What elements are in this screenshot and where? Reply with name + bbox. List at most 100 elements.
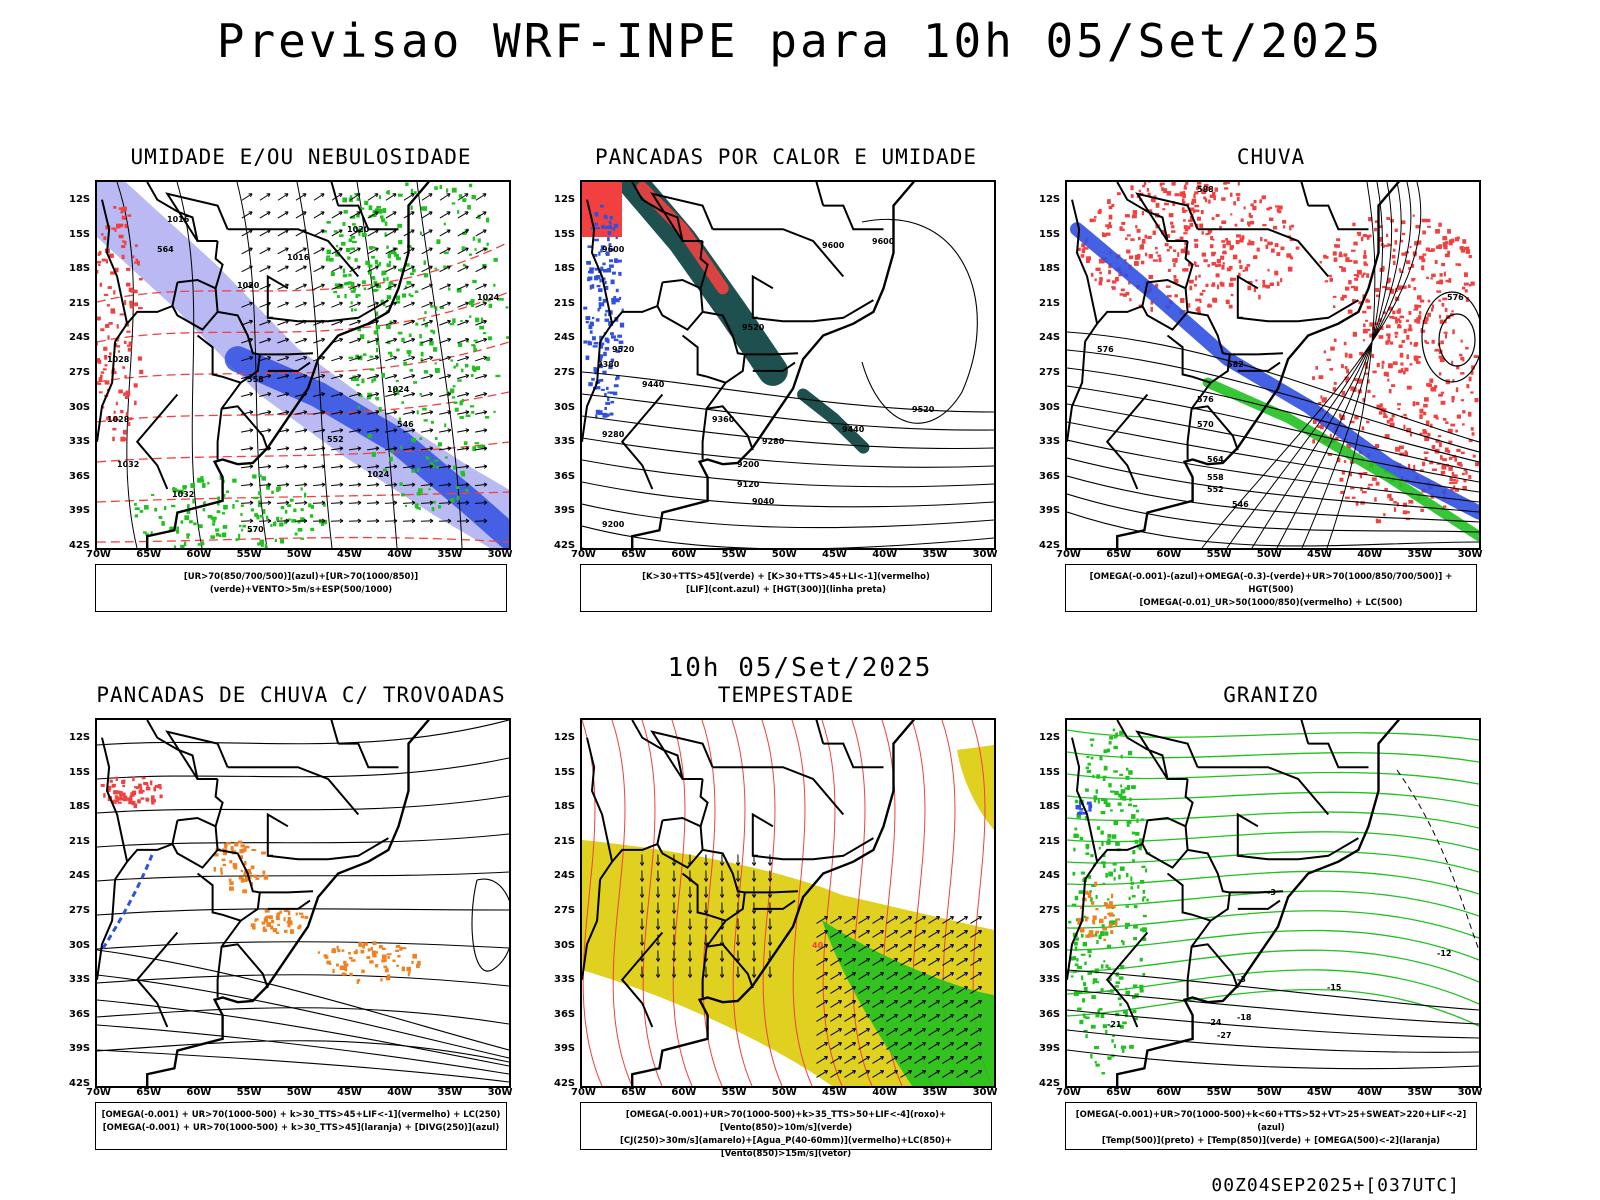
- longitude-label: 55W: [236, 549, 262, 560]
- map-borders: [97, 182, 430, 548]
- longitude-label: 50W: [771, 549, 797, 560]
- latitude-label: 15S: [69, 766, 91, 778]
- map-svg: [97, 720, 509, 1086]
- panel-title: PANCADAS POR CALOR E UMIDADE: [594, 145, 977, 169]
- longitude-label: 70W: [1056, 1087, 1081, 1098]
- divergence-contour: [100, 854, 154, 951]
- contour-label: 9520: [912, 405, 935, 414]
- map-panel: PANCADAS POR CALOR E UMIDADE 9600 9600 9600…: [538, 145, 1038, 615]
- panel-title: PANCADAS DE CHUVA C/ TROVOADAS: [96, 683, 506, 707]
- map-canvas: 588 582 576 576 570 564 558 552 546 576: [1065, 180, 1481, 550]
- map-svg: -3-12-15-18-21 -24-27-3: [1067, 720, 1479, 1086]
- latitude-label: 24S: [69, 332, 91, 344]
- lc250-streamlines: [97, 720, 509, 1063]
- contour-label: 576: [1097, 345, 1114, 354]
- contour-label: 1032: [172, 490, 194, 499]
- longitude-label: 45W: [822, 1087, 847, 1098]
- latitude-label: 18S: [69, 263, 91, 275]
- latitude-label: 12S: [554, 732, 576, 743]
- latitude-label: 36S: [554, 1008, 576, 1020]
- longitude-label: 60W: [1156, 549, 1182, 560]
- longitude-label: 40W: [872, 549, 898, 560]
- latitude-label: 12S: [554, 194, 576, 205]
- longitude-label: 30W: [972, 549, 998, 560]
- latitude-label: 21S: [1039, 835, 1061, 847]
- latitude-label: 18S: [69, 801, 91, 813]
- page-title: Previsao WRF-INPE para 10h 05/Set/2025: [216, 14, 1384, 68]
- k-tts-tail: [797, 388, 870, 454]
- latitude-label: 27S: [554, 905, 576, 916]
- contour-label: 1020: [237, 281, 260, 290]
- panel-legend: [OMEGA(-0.001) + UR>70(1000-500) + k>30_…: [95, 1102, 507, 1150]
- panel-title: TEMPESTADE: [717, 683, 855, 707]
- contour-label: 582: [1227, 360, 1244, 369]
- contour-label: 9200: [737, 460, 760, 469]
- longitude-label: 65W: [621, 549, 647, 560]
- map-canvas: -3 -12 -15 -18 -21 -24 -27 -3: [1065, 718, 1481, 1088]
- latitude-label: 12S: [1039, 732, 1061, 743]
- map-svg: 1016 1016 1020 1020 1024 1024 1024 1028 1028 1032…: [97, 182, 509, 548]
- contour-label: 576: [1197, 395, 1214, 404]
- contour-label: 546: [397, 420, 414, 429]
- latitude-label: 42S: [69, 1078, 91, 1089]
- longitude-label: 50W: [286, 549, 312, 560]
- longitude-label: 35W: [1407, 549, 1433, 560]
- map-canvas: 1016 1016 1020 1020 1024 1024 1024 1028 1028 1032…: [95, 180, 511, 550]
- map-canvas: [95, 718, 511, 1088]
- contour-label: 1020: [347, 225, 370, 234]
- contour-label: 9440: [842, 425, 865, 434]
- latitude-label: 39S: [69, 505, 91, 517]
- latitude-label: 21S: [554, 297, 576, 309]
- latitude-label: 36S: [1039, 1008, 1061, 1020]
- legend-line: [K>30+TTS>45](verde) + [K>30+TTS>45+LI<-…: [642, 572, 930, 582]
- contour-label: 40: [812, 941, 824, 950]
- longitude-label: 35W: [437, 1087, 463, 1098]
- contour-label: 564: [157, 245, 174, 254]
- contour-label: 1032: [117, 460, 139, 469]
- longitude-label: 30W: [1457, 549, 1483, 560]
- jet-yellow-area-ne: [957, 745, 994, 830]
- latitude-label: 21S: [69, 297, 91, 309]
- longitude-label: 35W: [437, 549, 463, 560]
- longitude-label: 60W: [671, 1087, 697, 1098]
- orange-cells-3: [317, 941, 421, 984]
- map-svg: 9600 9600 9600 9520 9520 9520 9440 9440 9380 9360…: [582, 182, 994, 548]
- legend-line: [LIF](cont.azul) + [HGT(300)](linha pret…: [685, 585, 887, 595]
- latitude-label: 12S: [69, 732, 91, 743]
- panel-legend: [OMEGA(-0.001)-(azul)+OMEGA(-0.3)-(verde…: [1065, 564, 1477, 612]
- longitude-label: 65W: [621, 1087, 647, 1098]
- latitude-label: 36S: [554, 470, 576, 482]
- map-panel: UMIDADE E/OU NEBULOSIDADE 1016 1016 1020 102…: [53, 145, 553, 615]
- longitude-label: 55W: [236, 1087, 262, 1098]
- map-panel: TEMPESTADE 40 12S 15S 18S 21S 24S 27S 30S 33S 36S 3…: [538, 683, 1038, 1159]
- contour-label: -15: [1327, 983, 1342, 992]
- contour-label: 9440: [642, 380, 665, 389]
- contour-label: 9600: [822, 241, 845, 250]
- legend-line: [OMEGA(-0.001)+UR>70(1000-500)+k>35_TTS>…: [625, 1110, 947, 1133]
- omega-green-band: [1202, 377, 1479, 542]
- latitude-label: 27S: [1039, 367, 1061, 378]
- wind-vectors-850: [816, 916, 982, 1078]
- latitude-label: 27S: [554, 367, 576, 378]
- contour-label: 552: [327, 435, 344, 444]
- legend-line: [OMEGA(-0.001)+UR>70(1000-500)+k<60+TTS>…: [1075, 1110, 1467, 1133]
- latitude-label: 24S: [554, 870, 576, 882]
- latitude-label: 18S: [1039, 263, 1061, 275]
- latitude-label: 33S: [69, 974, 91, 986]
- legend-line: [OMEGA(-0.001) + UR>70(1000-500) + k>30_…: [102, 1123, 500, 1133]
- latitude-label: 27S: [69, 367, 91, 378]
- latitude-label: 18S: [1039, 801, 1061, 813]
- longitude-label: 70W: [571, 549, 596, 560]
- panel-legend: [OMEGA(-0.001)+UR>70(1000-500)+k>35_TTS>…: [580, 1102, 992, 1159]
- latitude-label: 30S: [69, 939, 91, 951]
- legend-line: [OMEGA(-0.01)_UR>50(1000/850)(vermelho) …: [1139, 598, 1403, 608]
- low-center: [1421, 291, 1479, 383]
- legend-line: [OMEGA(-0.001)-(azul)+OMEGA(-0.3)-(verde…: [1089, 572, 1453, 595]
- contour-label: 9600: [872, 237, 895, 246]
- lc250-streamlines-south: [97, 949, 509, 1083]
- panel-title: GRANIZO: [1223, 683, 1319, 707]
- longitude-label: 65W: [136, 1087, 162, 1098]
- temp500-contours: [1067, 969, 1479, 1070]
- contour-label: 9360: [712, 415, 735, 424]
- lif-blue-contours: [583, 204, 625, 419]
